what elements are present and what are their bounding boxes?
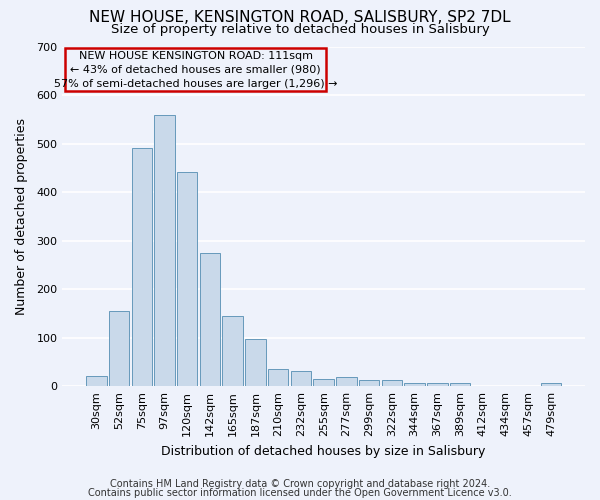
Bar <box>154 116 175 386</box>
Text: Size of property relative to detached houses in Salisbury: Size of property relative to detached ho… <box>110 22 490 36</box>
Bar <box>290 370 311 386</box>
Bar <box>86 376 107 386</box>
Bar <box>200 252 220 386</box>
Bar <box>245 338 266 386</box>
Bar <box>268 369 289 386</box>
Y-axis label: Number of detached properties: Number of detached properties <box>15 118 28 315</box>
Text: Contains HM Land Registry data © Crown copyright and database right 2024.: Contains HM Land Registry data © Crown c… <box>110 479 490 489</box>
FancyBboxPatch shape <box>65 48 326 92</box>
Bar <box>109 311 129 386</box>
Bar <box>336 378 356 386</box>
Bar <box>131 148 152 386</box>
Bar <box>223 316 243 386</box>
X-axis label: Distribution of detached houses by size in Salisbury: Distribution of detached houses by size … <box>161 444 486 458</box>
Bar <box>177 172 197 386</box>
Bar <box>313 379 334 386</box>
Text: Contains public sector information licensed under the Open Government Licence v3: Contains public sector information licen… <box>88 488 512 498</box>
Bar <box>450 384 470 386</box>
Bar <box>382 380 402 386</box>
Bar <box>404 383 425 386</box>
Text: NEW HOUSE, KENSINGTON ROAD, SALISBURY, SP2 7DL: NEW HOUSE, KENSINGTON ROAD, SALISBURY, S… <box>89 10 511 25</box>
Bar <box>359 380 379 386</box>
Bar <box>541 383 561 386</box>
Text: 57% of semi-detached houses are larger (1,296) →: 57% of semi-detached houses are larger (… <box>54 78 337 88</box>
Text: ← 43% of detached houses are smaller (980): ← 43% of detached houses are smaller (98… <box>70 64 321 74</box>
Bar <box>427 384 448 386</box>
Text: NEW HOUSE KENSINGTON ROAD: 111sqm: NEW HOUSE KENSINGTON ROAD: 111sqm <box>79 50 313 60</box>
